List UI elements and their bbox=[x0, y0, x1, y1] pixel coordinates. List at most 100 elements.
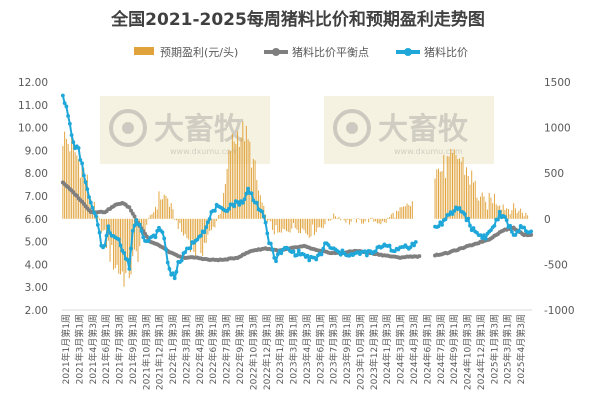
profit-bar bbox=[231, 133, 233, 219]
ratio-point bbox=[321, 246, 326, 251]
ratio-point bbox=[503, 215, 507, 219]
profit-bar bbox=[135, 218, 137, 252]
profit-bar bbox=[411, 201, 413, 219]
profit-bar bbox=[142, 218, 144, 232]
profit-bar bbox=[479, 196, 481, 219]
ratio-point bbox=[482, 233, 486, 238]
ratio-point bbox=[188, 246, 193, 251]
profit-bar bbox=[109, 218, 111, 262]
profit-bar bbox=[390, 214, 392, 219]
profit-bar bbox=[525, 212, 527, 219]
left-tick-label: 12.00 bbox=[18, 77, 48, 89]
profit-bar bbox=[134, 218, 135, 250]
ratio-point bbox=[246, 186, 250, 191]
ratio-point bbox=[165, 260, 170, 265]
ratio-point bbox=[129, 246, 133, 251]
x-tick-label: 2021年4月第3周 bbox=[87, 314, 99, 384]
profit-bar bbox=[153, 212, 155, 219]
profit-bar bbox=[459, 158, 460, 219]
profit-bar bbox=[375, 218, 377, 222]
ratio-point bbox=[195, 237, 200, 242]
ratio-point bbox=[207, 217, 212, 221]
profit-bar bbox=[320, 218, 322, 228]
profit-bar bbox=[238, 147, 240, 219]
profit-bar bbox=[474, 180, 476, 219]
profit-bar bbox=[170, 203, 172, 219]
profit-bar bbox=[357, 218, 359, 219]
profit-bar bbox=[493, 193, 495, 219]
profit-bar bbox=[252, 158, 254, 219]
profit-bar bbox=[71, 137, 73, 219]
profit-bar bbox=[453, 149, 455, 219]
x-tick-label: 2023年1月第3周 bbox=[274, 314, 286, 384]
ratio-point bbox=[88, 200, 93, 205]
profit-bar bbox=[308, 218, 310, 238]
profit-bar bbox=[83, 168, 85, 219]
profit-bar bbox=[88, 195, 90, 219]
profit-bar bbox=[146, 218, 148, 225]
profit-bar bbox=[371, 217, 373, 219]
x-tick-label: 2023年7月第3周 bbox=[328, 314, 340, 384]
profit-bar bbox=[172, 209, 174, 219]
profit-bar bbox=[383, 218, 385, 223]
watermark-box bbox=[324, 96, 494, 164]
profit-bar bbox=[340, 218, 342, 221]
ratio-point bbox=[307, 258, 312, 263]
profit-bar bbox=[471, 170, 473, 219]
profit-bar bbox=[507, 209, 509, 219]
legend-label: 猪料比价平衡点 bbox=[292, 45, 369, 59]
profit-bar bbox=[488, 192, 490, 219]
ratio-point bbox=[155, 228, 160, 233]
ratio-point bbox=[260, 209, 264, 214]
profit-bar bbox=[380, 218, 382, 225]
profit-bar bbox=[441, 171, 443, 219]
x-tick-label: 2022年10月第3周 bbox=[247, 314, 259, 390]
ratio-point bbox=[80, 161, 84, 166]
ratio-point bbox=[172, 276, 177, 281]
ratio-point bbox=[162, 236, 167, 241]
ratio-point bbox=[102, 243, 107, 248]
profit-bar bbox=[191, 218, 193, 240]
x-tick-label: 2022年7月第3周 bbox=[221, 314, 233, 384]
ratio-point bbox=[254, 200, 259, 205]
profit-bar bbox=[434, 178, 436, 219]
profit-bar bbox=[280, 218, 282, 233]
profit-bar bbox=[111, 218, 113, 246]
legend-item-1: 猪料比价平衡点 bbox=[264, 45, 369, 59]
ratio-point bbox=[492, 223, 497, 228]
profit-bar bbox=[100, 218, 102, 233]
profit-bar bbox=[450, 149, 452, 219]
ratio-point bbox=[413, 240, 418, 244]
balance-point bbox=[132, 214, 137, 219]
profit-bar bbox=[67, 143, 69, 219]
ratio-point bbox=[69, 133, 74, 138]
ratio-point bbox=[340, 248, 345, 253]
profit-bar bbox=[348, 218, 350, 225]
ratio-point bbox=[275, 252, 280, 257]
profit-bar bbox=[511, 210, 513, 219]
x-tick-label: 2023年10月第3周 bbox=[355, 314, 367, 390]
profit-bar bbox=[389, 217, 391, 219]
profit-bar bbox=[317, 218, 319, 228]
ratio-point bbox=[94, 214, 98, 219]
profit-bar bbox=[399, 207, 401, 219]
profit-bar bbox=[376, 218, 378, 224]
profit-bar bbox=[293, 218, 294, 223]
profit-bar bbox=[455, 155, 457, 219]
ratio-point bbox=[87, 195, 91, 200]
profit-bar bbox=[296, 218, 298, 230]
ratio-point bbox=[95, 223, 100, 227]
profit-bar bbox=[149, 215, 151, 219]
x-axis: 2021年1月第1周 2021年3月第1周 2021年4月第3周 2021年6月第1周… bbox=[60, 309, 532, 390]
ratio-point bbox=[153, 235, 158, 240]
profit-bar bbox=[268, 218, 270, 221]
profit-bar bbox=[193, 218, 195, 252]
ratio-point bbox=[268, 241, 273, 246]
ratio-point bbox=[212, 208, 217, 213]
profit-bar bbox=[155, 206, 156, 219]
profit-bar bbox=[186, 218, 188, 239]
profit-bar bbox=[378, 218, 380, 224]
profit-bar bbox=[69, 151, 71, 219]
profit-bar bbox=[355, 218, 357, 223]
profit-bar bbox=[327, 218, 329, 221]
